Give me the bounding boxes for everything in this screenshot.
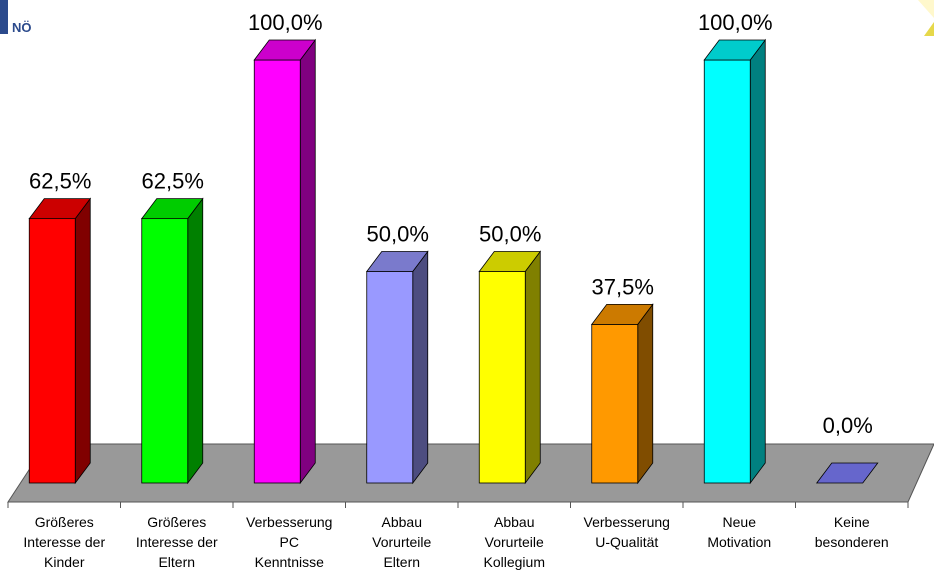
x-tick-label: Kollegium — [484, 554, 545, 570]
x-tick-label: Interesse der — [23, 534, 105, 550]
logo-bar — [0, 0, 8, 34]
data-label: 50,0% — [367, 222, 429, 247]
bar-side — [749, 38, 766, 485]
x-tick-label: Interesse der — [136, 534, 218, 550]
data-label: 100,0% — [698, 10, 773, 35]
data-label: 100,0% — [248, 10, 323, 35]
x-tick-label: Verbesserung — [246, 514, 332, 530]
bar-top — [478, 251, 542, 272]
corner-decoration-icon — [918, 0, 934, 36]
x-tick-label: Kenntnisse — [255, 554, 324, 570]
bar-top — [253, 39, 317, 61]
data-label: 62,5% — [142, 169, 204, 194]
x-tick-label: Größeres — [35, 514, 94, 530]
bar — [591, 323, 639, 484]
bar — [703, 59, 751, 484]
x-tick-label: Kinder — [44, 554, 85, 570]
x-tick-label: Keine — [834, 514, 870, 530]
x-tick-label: Vorurteile — [485, 534, 544, 550]
bar-side — [74, 197, 91, 485]
data-label: 50,0% — [479, 222, 541, 247]
bar — [478, 271, 526, 484]
bar-top — [140, 198, 204, 220]
bar-top — [590, 303, 654, 325]
bar — [366, 271, 414, 484]
logo-text: NÖ — [12, 20, 32, 35]
bar-side — [524, 250, 541, 485]
bar — [141, 218, 189, 484]
x-tick-label: Verbesserung — [584, 514, 670, 530]
x-tick-label: Vorurteile — [372, 534, 431, 550]
bar-top — [815, 462, 879, 484]
x-tick-label: Motivation — [707, 534, 771, 550]
x-tick-label: besonderen — [815, 534, 889, 550]
x-tick-label: Größeres — [147, 514, 206, 530]
x-tick-label: Neue — [723, 514, 757, 530]
x-tick-label: Eltern — [158, 554, 195, 570]
x-tick-label: Abbau — [382, 514, 422, 530]
bar — [253, 59, 301, 484]
data-label: 37,5% — [592, 274, 654, 299]
bar-top — [703, 39, 767, 61]
bar-side — [299, 38, 316, 485]
x-tick-label: Abbau — [494, 514, 534, 530]
data-label: 0,0% — [823, 413, 873, 438]
data-label: 62,5% — [29, 169, 91, 194]
bar — [28, 218, 76, 484]
bar-side — [412, 250, 429, 485]
x-tick-label: PC — [280, 534, 299, 550]
x-tick-label: U-Qualität — [595, 534, 658, 550]
bar-side — [637, 303, 654, 485]
bar-top — [28, 198, 92, 220]
bar-top — [365, 251, 429, 272]
x-tick-label: Eltern — [383, 554, 420, 570]
bar-side — [187, 197, 204, 485]
